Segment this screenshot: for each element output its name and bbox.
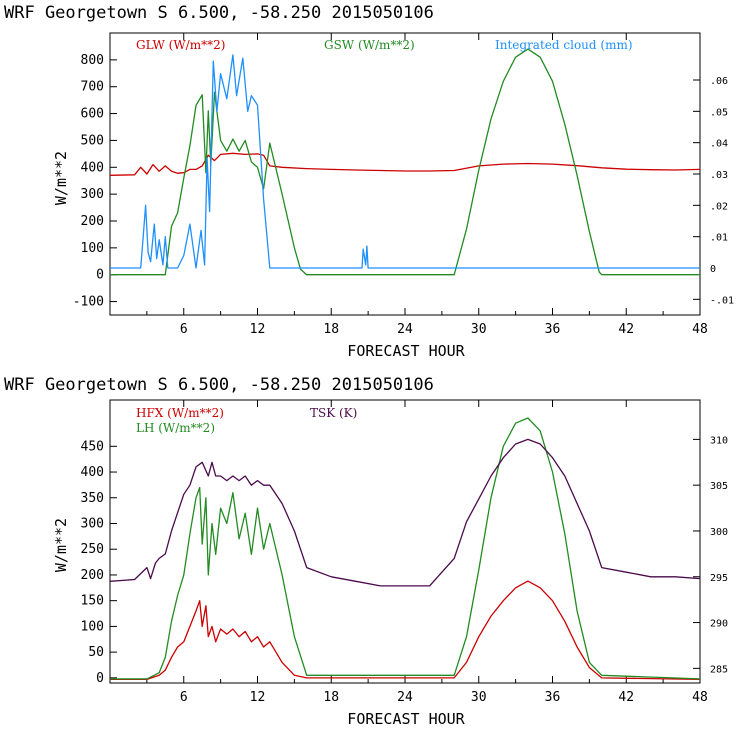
- p1-ytick-label: 100: [81, 241, 104, 256]
- legend-glw: GLW (W/m**2): [136, 38, 225, 52]
- p1-series-gsw-line: [110, 48, 700, 276]
- p1-ytick-label: 200: [81, 214, 104, 229]
- p2-ytick-label: 250: [81, 542, 104, 557]
- p1-right-tick-label: .02: [710, 201, 728, 212]
- p1-xtick-label: 6: [180, 322, 188, 337]
- legend-tsk: TSK (K): [310, 406, 357, 420]
- p1-right-tick-label: .03: [710, 170, 728, 181]
- p1-xtick-label: 42: [618, 322, 634, 337]
- panel2-flux-chart: 6 12 18 24 30 36 42 48 0 50 100 150 200 250 300 350 400 4…: [81, 399, 728, 705]
- panel2-xlabel: FORECAST HOUR: [347, 710, 465, 728]
- p1-ytick-label: -100: [73, 295, 104, 310]
- p2-series-tsk-line: [109, 438, 701, 587]
- p2-right-tick-label: 305: [710, 481, 728, 492]
- panel2-title: WRF Georgetown S 6.500, -58.250 20150501…: [4, 375, 434, 395]
- p1-ytick-label: 0: [96, 268, 104, 283]
- p2-right-tick-label: 295: [710, 573, 728, 584]
- p1-ytick-label: 500: [81, 133, 104, 148]
- p2-right-tick-label: 310: [710, 435, 728, 446]
- p2-ytick-label: 100: [81, 619, 104, 634]
- p2-plot-frame: [109, 399, 701, 684]
- p1-plot-frame: [109, 32, 701, 316]
- p1-right-tick-label: -.01: [710, 295, 734, 306]
- p2-right-tick-label: 290: [710, 619, 728, 630]
- p2-xtick-label: 12: [250, 690, 266, 705]
- p1-ytick-label: 600: [81, 107, 104, 122]
- p1-series-glw-line: [109, 152, 701, 176]
- p2-xtick-label: 6: [180, 690, 188, 705]
- p1-xtick-label: 12: [250, 322, 266, 337]
- legend-lh: LH (W/m**2): [136, 421, 215, 435]
- p1-xtick-label: 24: [397, 322, 413, 337]
- p2-ytick-label: 300: [81, 516, 104, 531]
- p2-ytick-label: 50: [88, 645, 104, 660]
- legend-gsw: GSW (W/m**2): [324, 38, 415, 52]
- p1-ytick-label: 400: [81, 160, 104, 175]
- p2-xtick-label: 30: [471, 690, 487, 705]
- panel1-radiation-chart: 6 12 18 24 30 36 42 48 -100 0 100 200 300 400 500 600 70…: [73, 32, 734, 337]
- p2-ytick-label: 0: [96, 671, 104, 686]
- p1-xtick-label: 18: [323, 322, 339, 337]
- p1-right-tick-label: .01: [710, 233, 728, 244]
- p2-series-lh-line: [110, 417, 701, 680]
- legend-hfx: HFX (W/m**2): [136, 406, 224, 420]
- p2-ytick-label: 350: [81, 491, 104, 506]
- panel1-title: WRF Georgetown S 6.500, -58.250 20150501…: [4, 3, 434, 23]
- p1-xtick-label: 30: [471, 322, 487, 337]
- panel1-ylabel: W/m**2: [52, 151, 70, 205]
- p1-xtick-label: 36: [545, 322, 561, 337]
- p2-ytick-label: 150: [81, 594, 104, 609]
- panel2-ylabel: W/m**2: [52, 518, 70, 572]
- legend-integrated-cloud: Integrated cloud (mm): [495, 38, 633, 52]
- p2-right-tick-label: 285: [710, 664, 728, 675]
- p1-series-integrated-line: [110, 54, 700, 269]
- p2-xtick-label: 36: [545, 690, 561, 705]
- p2-xtick-label: 24: [397, 690, 413, 705]
- p1-xtick-label: 48: [692, 322, 708, 337]
- p2-xtick-label: 18: [323, 690, 339, 705]
- p2-series-hfx-line: [110, 580, 701, 681]
- panel1-xlabel: FORECAST HOUR: [347, 342, 465, 360]
- p2-ytick-label: 450: [81, 439, 104, 454]
- p2-xtick-label: 42: [618, 690, 634, 705]
- p1-right-tick-label: .05: [710, 107, 728, 118]
- p2-xtick-label: 48: [692, 690, 708, 705]
- p1-ytick-label: 800: [81, 53, 104, 68]
- p1-right-tick-label: 0: [710, 264, 716, 275]
- p1-right-tick-label: .06: [710, 76, 728, 87]
- p1-ytick-label: 700: [81, 80, 104, 95]
- p1-ytick-label: 300: [81, 187, 104, 202]
- p2-ytick-label: 200: [81, 568, 104, 583]
- p1-right-tick-label: .04: [710, 139, 728, 150]
- p2-ytick-label: 400: [81, 465, 104, 480]
- p2-right-tick-label: 300: [710, 527, 728, 538]
